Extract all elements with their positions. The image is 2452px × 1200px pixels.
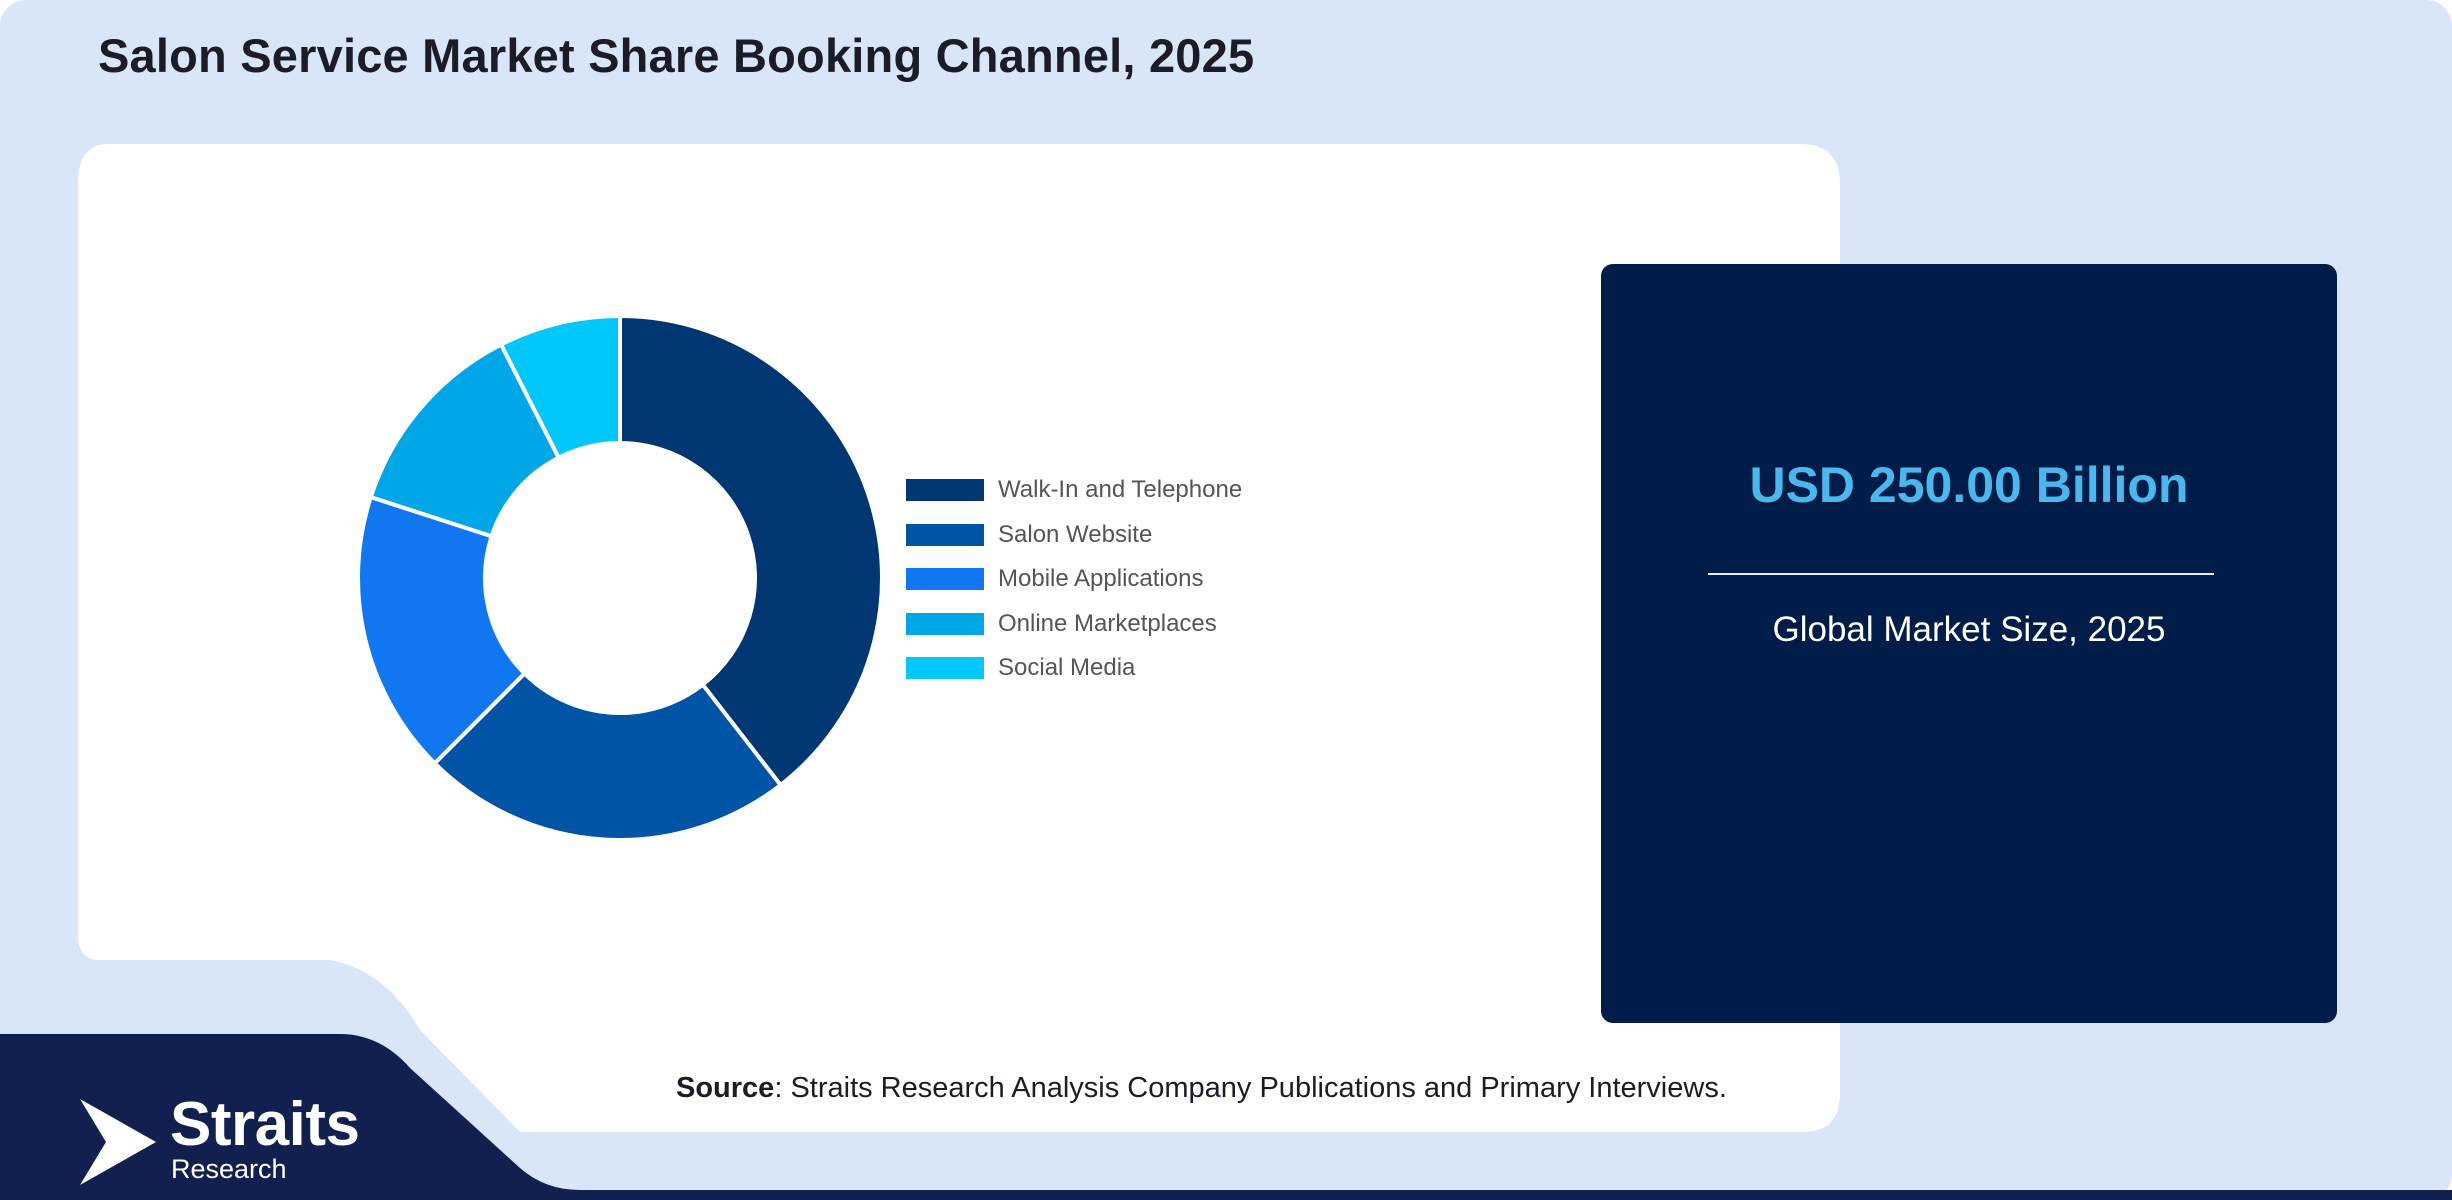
source-text: : Straits Research Analysis Company Publ… xyxy=(774,1072,1727,1104)
legend-item-online-marketplaces: Online Marketplaces xyxy=(906,602,1242,647)
straits-arrow-icon xyxy=(80,1099,156,1185)
legend-swatch-walk-in-and-telephone xyxy=(906,479,984,502)
legend-label-online-marketplaces: Online Marketplaces xyxy=(998,609,1217,637)
legend-label-walk-in-and-telephone: Walk-In and Telephone xyxy=(998,476,1243,504)
legend-swatch-online-marketplaces xyxy=(906,612,984,635)
donut-slice-social-media xyxy=(498,313,622,461)
legend-item-social-media: Social Media xyxy=(906,646,1242,691)
market-size-caption: Global Market Size, 2025 xyxy=(1772,610,2166,649)
donut-slice-salon-website xyxy=(431,670,784,842)
source-label: Source xyxy=(676,1072,775,1104)
legend-label-social-media: Social Media xyxy=(998,654,1136,682)
donut-slice-online-marketplaces xyxy=(368,341,562,539)
legend-swatch-social-media xyxy=(906,657,984,680)
legend-label-salon-website: Salon Website xyxy=(998,520,1153,548)
legend-item-salon-website: Salon Website xyxy=(906,513,1242,558)
legend-label-mobile-applications: Mobile Applications xyxy=(998,565,1204,593)
legend-item-walk-in-and-telephone: Walk-In and Telephone xyxy=(906,468,1242,513)
market-size-value: USD 250.00 Billion xyxy=(1749,457,2189,513)
legend-swatch-mobile-applications xyxy=(906,568,984,591)
logo-name: Straits xyxy=(170,1090,360,1159)
logo-subtitle: Research xyxy=(171,1154,287,1184)
footer-band xyxy=(0,1034,2452,1200)
page-title: Salon Service Market Share Booking Chann… xyxy=(98,29,1255,82)
donut-slice-walk-in-and-telephone xyxy=(618,313,885,788)
straits-logo[interactable]: Straits Research xyxy=(78,1090,360,1192)
donut-slice-mobile-applications xyxy=(356,494,528,767)
chart-legend: Walk-In and Telephone Salon Website Mobile… xyxy=(906,468,1242,691)
source-note: Source: Straits Research Analysis Compan… xyxy=(676,1072,1727,1105)
legend-item-mobile-applications: Mobile Applications xyxy=(906,557,1242,602)
market-size-card: USD 250.00 Billion Global Market Size, 2… xyxy=(1601,264,2337,1023)
legend-swatch-salon-website xyxy=(906,523,984,546)
card-divider xyxy=(1708,573,2214,575)
